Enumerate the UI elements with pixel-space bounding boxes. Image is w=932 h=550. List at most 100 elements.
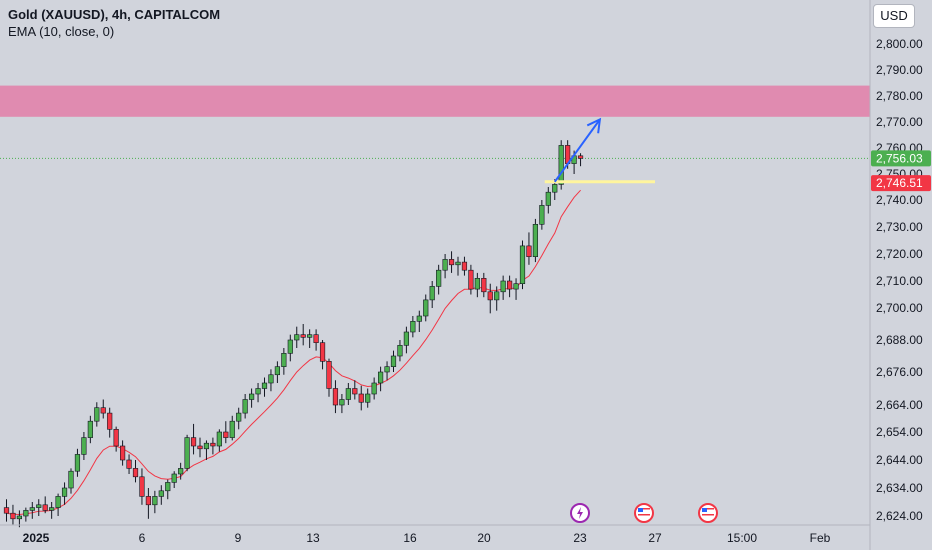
candle[interactable] <box>500 275 506 300</box>
candle[interactable] <box>474 272 480 298</box>
candle[interactable] <box>319 340 326 370</box>
trend-arrow[interactable] <box>553 118 601 183</box>
candle[interactable] <box>132 460 139 483</box>
candle[interactable] <box>352 380 358 400</box>
candle[interactable] <box>532 218 538 263</box>
us-flag-event-icon[interactable] <box>698 503 718 523</box>
candle[interactable] <box>519 240 526 290</box>
candle[interactable] <box>390 350 397 372</box>
symbol-title[interactable]: Gold (XAUUSD), 4h, CAPITALCOM <box>8 7 221 22</box>
candle[interactable] <box>16 510 23 528</box>
candle[interactable] <box>55 493 61 516</box>
candle[interactable] <box>171 471 177 488</box>
candle[interactable] <box>429 281 435 308</box>
y-tick-label: 2,770.00 <box>876 115 923 129</box>
candle[interactable] <box>461 256 468 276</box>
candle[interactable] <box>539 200 545 230</box>
candle[interactable] <box>294 326 300 348</box>
candle[interactable] <box>526 232 532 265</box>
candle[interactable] <box>448 251 455 273</box>
candle[interactable] <box>178 462 184 480</box>
candle[interactable] <box>371 377 377 400</box>
candle[interactable] <box>287 334 293 362</box>
candle[interactable] <box>513 278 519 300</box>
candle[interactable] <box>274 361 281 383</box>
candle[interactable] <box>281 348 287 375</box>
candle[interactable] <box>249 388 255 408</box>
candle[interactable] <box>68 468 74 494</box>
candle[interactable] <box>416 310 422 332</box>
candle[interactable] <box>158 485 164 505</box>
resistance-zone[interactable] <box>0 85 870 117</box>
indicator-label[interactable]: EMA (10, close, 0) <box>8 24 115 39</box>
candle[interactable] <box>29 502 35 519</box>
candle[interactable] <box>197 437 203 458</box>
candle[interactable] <box>307 329 313 348</box>
candle[interactable] <box>313 329 319 351</box>
candle[interactable] <box>242 394 248 419</box>
candle[interactable] <box>436 264 442 295</box>
candle[interactable] <box>190 423 197 455</box>
candle[interactable] <box>403 326 410 354</box>
candle[interactable] <box>203 440 210 460</box>
candle[interactable] <box>487 283 493 314</box>
candle[interactable] <box>377 366 384 392</box>
candle[interactable] <box>87 415 93 444</box>
candle[interactable] <box>74 448 81 477</box>
candle[interactable] <box>339 394 345 414</box>
candle[interactable] <box>229 415 235 441</box>
candle[interactable] <box>365 388 371 408</box>
candle[interactable] <box>326 358 332 397</box>
candle[interactable] <box>120 440 126 466</box>
candle[interactable] <box>145 488 152 519</box>
us-flag-event-icon[interactable] <box>634 503 654 523</box>
candle[interactable] <box>3 499 10 522</box>
candle[interactable] <box>49 502 55 519</box>
candle[interactable] <box>481 272 487 298</box>
candle[interactable] <box>81 432 87 460</box>
candle[interactable] <box>236 407 242 430</box>
candle[interactable] <box>268 369 274 392</box>
candle[interactable] <box>494 286 500 311</box>
currency-button[interactable]: USD <box>873 4 915 28</box>
candle[interactable] <box>261 377 268 397</box>
candle[interactable] <box>113 426 119 452</box>
lightning-event-icon[interactable] <box>570 503 590 523</box>
candle[interactable] <box>345 383 351 405</box>
candle[interactable] <box>126 454 132 474</box>
candle[interactable] <box>410 316 416 338</box>
candle[interactable] <box>100 399 106 419</box>
candle[interactable] <box>152 490 158 514</box>
candle[interactable] <box>10 504 16 525</box>
candle[interactable] <box>455 256 461 276</box>
candle[interactable] <box>223 421 229 444</box>
candle[interactable] <box>210 437 216 455</box>
candle[interactable] <box>442 254 448 279</box>
last-price-tag[interactable]: 2,756.03 <box>871 150 931 167</box>
candle[interactable] <box>577 153 584 167</box>
candle[interactable] <box>23 507 29 522</box>
candle[interactable] <box>107 407 113 438</box>
candle[interactable] <box>506 275 513 298</box>
candle[interactable] <box>384 361 390 381</box>
candle[interactable] <box>358 385 364 411</box>
candle[interactable] <box>184 434 190 472</box>
candle[interactable] <box>94 402 100 427</box>
candle[interactable] <box>139 468 145 505</box>
candle[interactable] <box>255 383 261 403</box>
candle[interactable] <box>300 324 306 346</box>
candle[interactable] <box>332 380 339 414</box>
candle[interactable] <box>165 479 171 500</box>
candle[interactable] <box>423 294 429 322</box>
candle-body <box>519 245 526 284</box>
candle[interactable] <box>216 429 222 452</box>
candle[interactable] <box>36 499 42 516</box>
ema-value-tag[interactable]: 2,746.51 <box>871 175 931 192</box>
candle[interactable] <box>61 482 68 505</box>
candle[interactable] <box>468 264 474 295</box>
candle[interactable] <box>545 187 551 214</box>
candle[interactable] <box>397 340 403 362</box>
candle[interactable] <box>42 496 48 514</box>
